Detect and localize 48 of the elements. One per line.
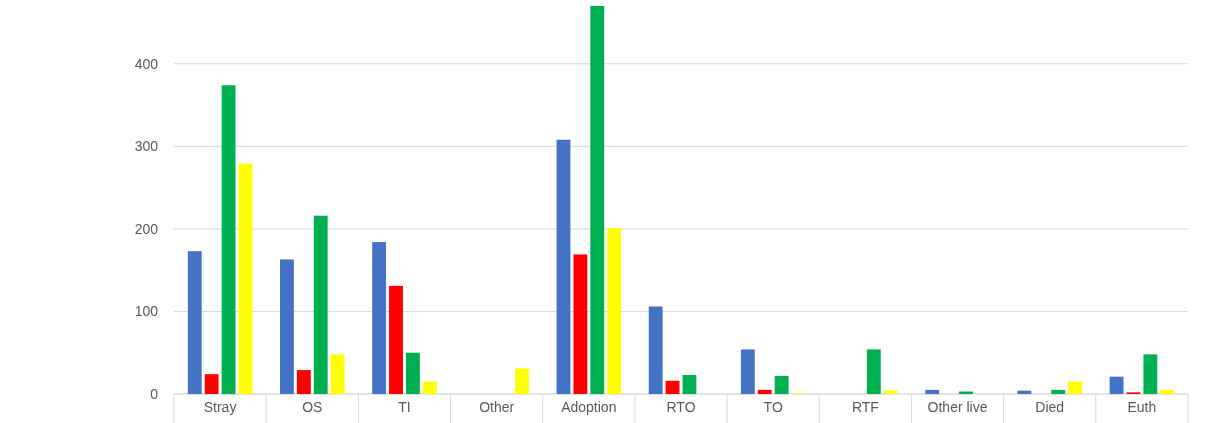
- y-tick-label: 400: [134, 55, 159, 72]
- bar: [1017, 390, 1032, 394]
- bar: [740, 349, 755, 394]
- x-tick-label: Other live: [927, 399, 988, 415]
- y-tick-label: 100: [134, 303, 159, 320]
- bar: [665, 380, 680, 394]
- bar: [1160, 389, 1175, 394]
- bar: [1051, 389, 1066, 394]
- bar: [1143, 354, 1158, 394]
- bar: [1109, 376, 1124, 394]
- y-tick-label: 300: [134, 138, 159, 155]
- x-tick-label: RTF: [851, 399, 879, 415]
- bar: [221, 85, 236, 394]
- bar: [313, 215, 328, 394]
- x-tick-label: RTO: [666, 399, 696, 415]
- x-tick-label: Stray: [203, 399, 237, 415]
- bar: [405, 352, 420, 394]
- x-tick-label: Adoption: [561, 399, 617, 415]
- bar: [757, 389, 772, 394]
- bar: [648, 306, 663, 394]
- bar: [573, 254, 588, 394]
- bar: [187, 251, 202, 394]
- bar: [372, 242, 387, 394]
- x-tick-label: Died: [1035, 399, 1065, 415]
- x-tick-label: TI: [398, 399, 411, 415]
- x-tick-label: Other: [479, 399, 515, 415]
- bar: [682, 375, 697, 394]
- y-tick-label: 200: [134, 220, 159, 237]
- bar: [280, 259, 294, 394]
- bar: [238, 163, 253, 394]
- y-tick-label: 0: [150, 385, 159, 402]
- bar: [1068, 381, 1082, 394]
- bar: [866, 349, 881, 394]
- bar: [556, 139, 571, 394]
- bar: [515, 368, 529, 394]
- x-tick-label: OS: [302, 399, 323, 415]
- bar: [925, 389, 940, 394]
- bar: [422, 381, 437, 394]
- bar: [883, 390, 898, 394]
- x-tick-label: TO: [763, 399, 783, 415]
- bar: [774, 375, 789, 394]
- bar: [607, 228, 622, 394]
- x-tick-label: Euth: [1127, 399, 1157, 415]
- bar: [590, 6, 605, 394]
- bar: [330, 354, 345, 394]
- bar: [389, 285, 403, 394]
- bar: [296, 370, 311, 394]
- bar: [204, 374, 219, 394]
